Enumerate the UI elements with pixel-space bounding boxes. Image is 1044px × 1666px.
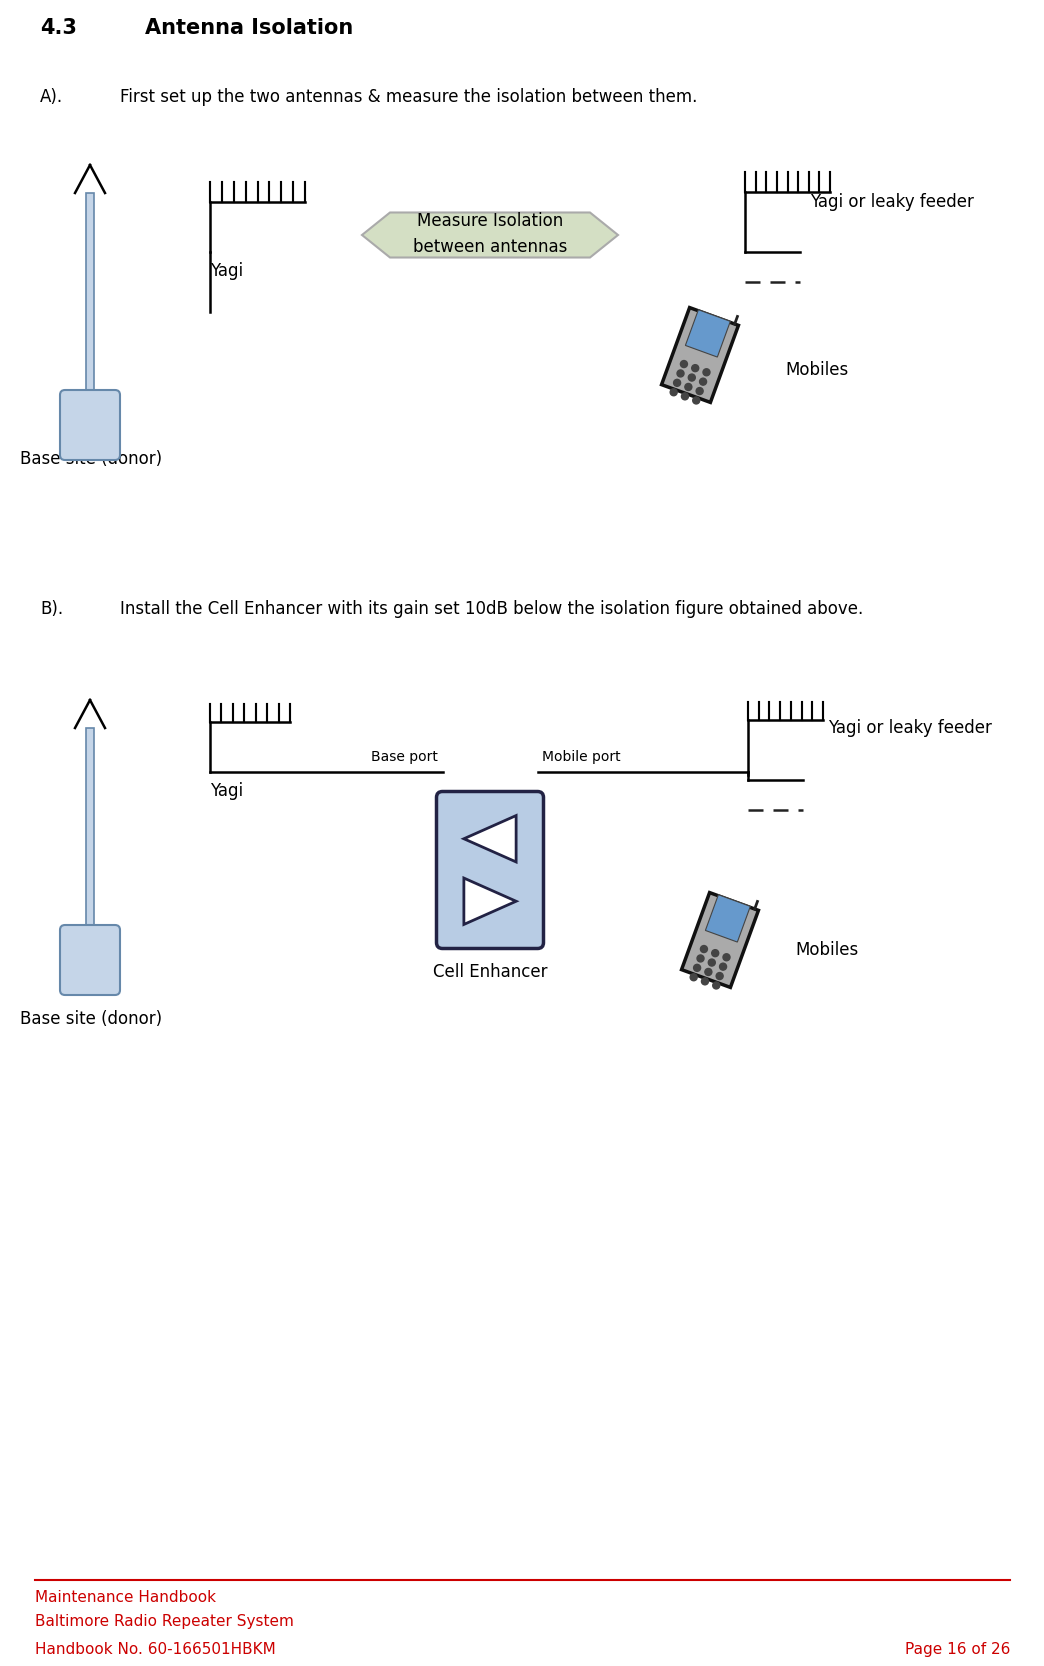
Circle shape [690,973,697,981]
Text: Install the Cell Enhancer with its gain set 10dB below the isolation figure obta: Install the Cell Enhancer with its gain … [120,600,863,618]
Text: Maintenance Handbook: Maintenance Handbook [35,1589,216,1604]
Text: Base port: Base port [371,750,437,765]
Circle shape [716,973,723,980]
Polygon shape [682,893,758,988]
Circle shape [682,393,688,400]
Circle shape [712,950,718,956]
Circle shape [693,965,701,971]
Circle shape [699,378,707,385]
FancyBboxPatch shape [60,390,120,460]
Polygon shape [362,213,618,258]
Circle shape [685,383,692,390]
Text: Yagi: Yagi [210,262,243,280]
FancyBboxPatch shape [436,791,544,948]
FancyBboxPatch shape [86,728,94,930]
Text: First set up the two antennas & measure the isolation between them.: First set up the two antennas & measure … [120,88,697,107]
Polygon shape [464,878,516,925]
Circle shape [688,375,695,382]
Text: 4.3: 4.3 [40,18,77,38]
Text: Base site (donor): Base site (donor) [20,1010,162,1028]
Text: Yagi or leaky feeder: Yagi or leaky feeder [828,720,992,736]
Circle shape [723,953,730,961]
Text: Baltimore Radio Repeater System: Baltimore Radio Repeater System [35,1614,293,1629]
Text: Page 16 of 26: Page 16 of 26 [904,1643,1010,1658]
Polygon shape [464,816,516,861]
Text: Yagi: Yagi [210,781,243,800]
Text: Cell Enhancer: Cell Enhancer [433,963,547,981]
Text: Mobile port: Mobile port [543,750,621,765]
Text: Base site (donor): Base site (donor) [20,450,162,468]
Circle shape [697,955,704,961]
FancyBboxPatch shape [60,925,120,995]
Text: between antennas: between antennas [412,238,567,257]
Circle shape [705,968,712,976]
Polygon shape [662,308,738,403]
Text: Handbook No. 60-166501HBKM: Handbook No. 60-166501HBKM [35,1643,276,1658]
Circle shape [681,360,687,368]
Circle shape [670,388,678,397]
Text: A).: A). [40,88,63,107]
Text: Mobiles: Mobiles [794,941,858,960]
Circle shape [701,946,708,953]
Circle shape [693,397,699,403]
Text: B).: B). [40,600,63,618]
Circle shape [708,960,715,966]
Circle shape [713,981,719,990]
Polygon shape [686,310,731,357]
Circle shape [677,370,684,377]
FancyBboxPatch shape [86,193,94,395]
Text: Antenna Isolation: Antenna Isolation [145,18,353,38]
Circle shape [696,388,704,395]
Text: Mobiles: Mobiles [785,362,848,378]
Polygon shape [706,895,751,941]
Text: Yagi or leaky feeder: Yagi or leaky feeder [810,193,974,212]
Text: Measure Isolation: Measure Isolation [417,212,563,230]
Circle shape [673,380,681,387]
Circle shape [692,365,698,372]
Circle shape [702,978,709,985]
Circle shape [719,963,727,970]
Circle shape [703,368,710,377]
